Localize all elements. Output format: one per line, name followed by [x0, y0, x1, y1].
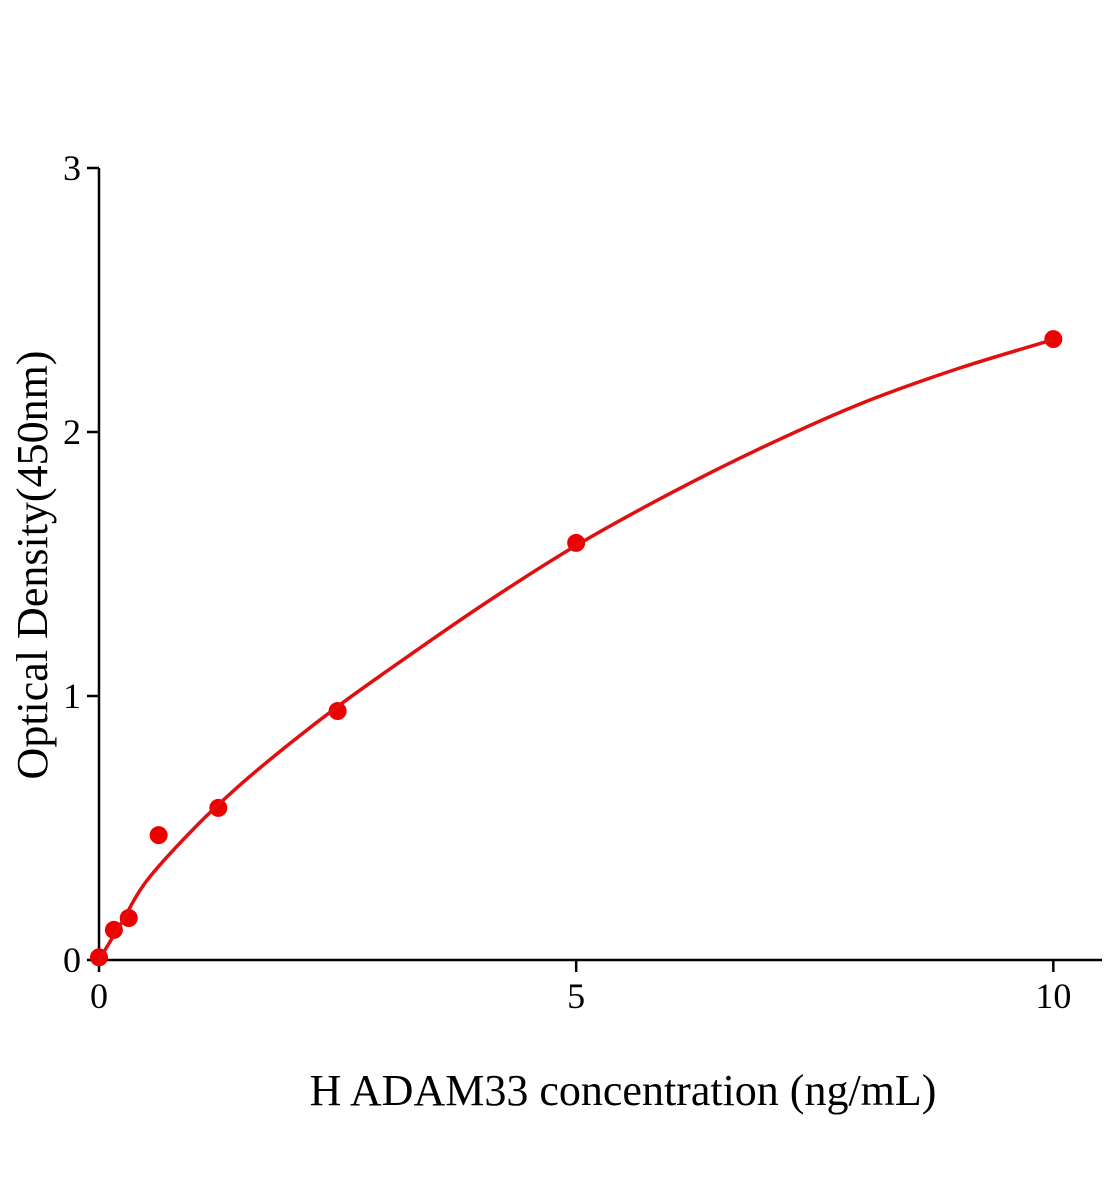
x-axis-label: H ADAM33 concentration (ng/mL) [310, 1066, 937, 1115]
fit-curve [97, 337, 1054, 961]
x-tick-label: 5 [567, 976, 585, 1016]
data-point [149, 826, 168, 845]
y-tick-label: 1 [63, 676, 81, 716]
data-point [119, 909, 138, 928]
data-point [1044, 330, 1063, 349]
data-point [328, 702, 347, 721]
y-tick-label: 0 [63, 940, 81, 980]
data-point [209, 798, 228, 817]
x-tick-label: 10 [1035, 976, 1071, 1016]
y-tick-label: 2 [63, 412, 81, 452]
x-tick-label: 0 [90, 976, 108, 1016]
y-tick-label: 3 [63, 148, 81, 188]
y-axis-label: Optical Density(450nm) [8, 351, 57, 780]
